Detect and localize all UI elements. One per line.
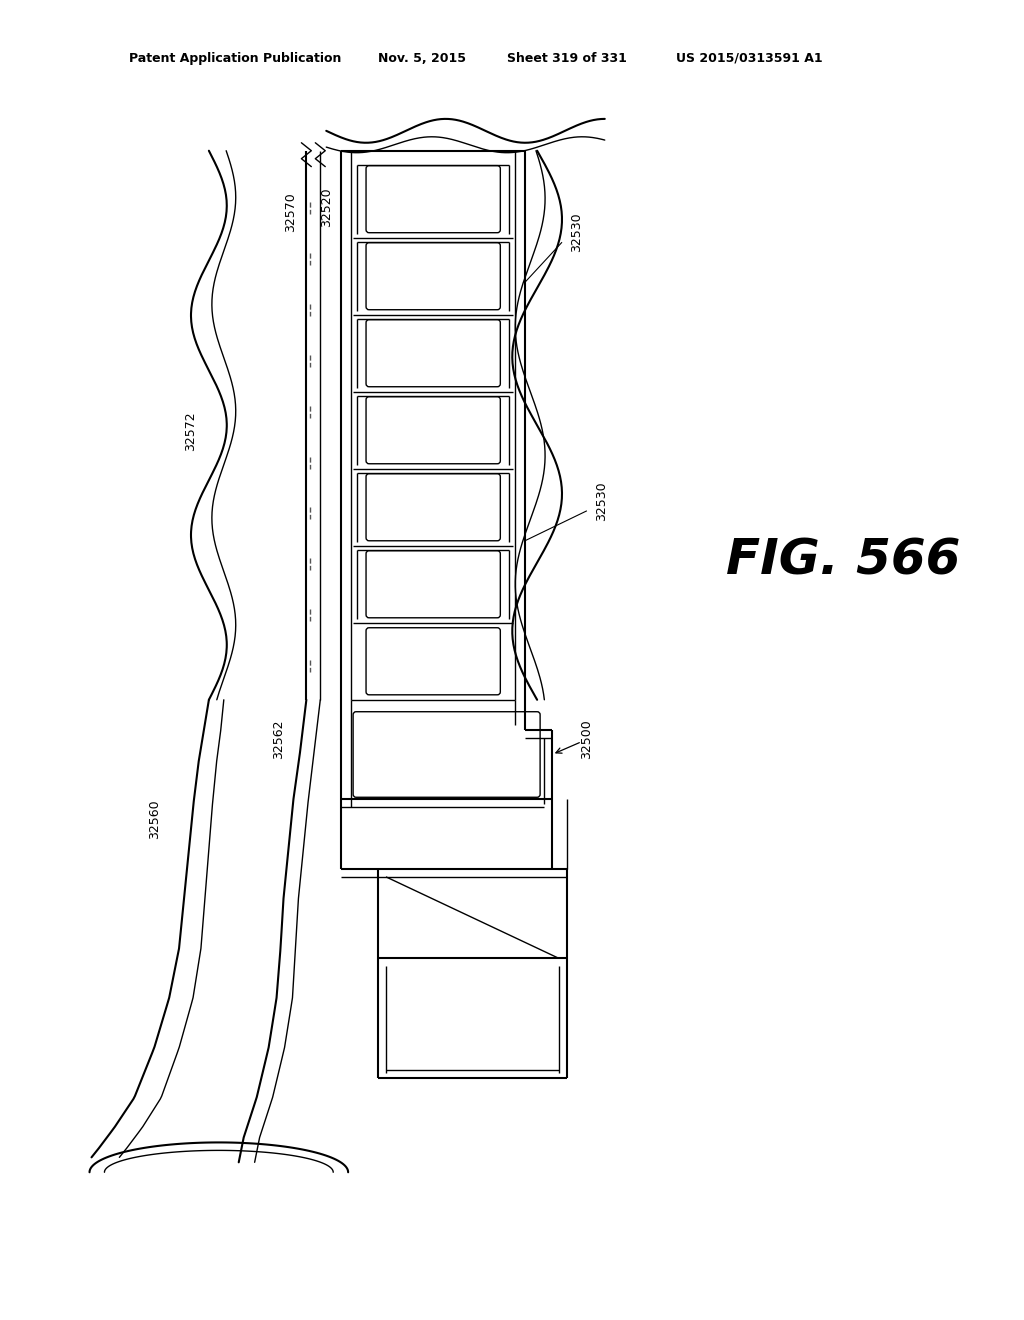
Text: Patent Application Publication: Patent Application Publication <box>129 51 342 65</box>
Text: US 2015/0313591 A1: US 2015/0313591 A1 <box>677 51 823 65</box>
Text: 32570: 32570 <box>284 193 297 232</box>
Text: 32530: 32530 <box>595 480 608 520</box>
Text: 32572: 32572 <box>184 412 198 451</box>
Text: Nov. 5, 2015: Nov. 5, 2015 <box>378 51 466 65</box>
Text: 32500: 32500 <box>581 719 593 759</box>
Text: 32562: 32562 <box>272 719 285 759</box>
Text: 32520: 32520 <box>319 187 333 227</box>
Text: 32530: 32530 <box>570 213 584 252</box>
Text: Sheet 319 of 331: Sheet 319 of 331 <box>507 51 627 65</box>
Text: 32560: 32560 <box>147 800 161 840</box>
Text: FIG. 566: FIG. 566 <box>726 536 961 585</box>
